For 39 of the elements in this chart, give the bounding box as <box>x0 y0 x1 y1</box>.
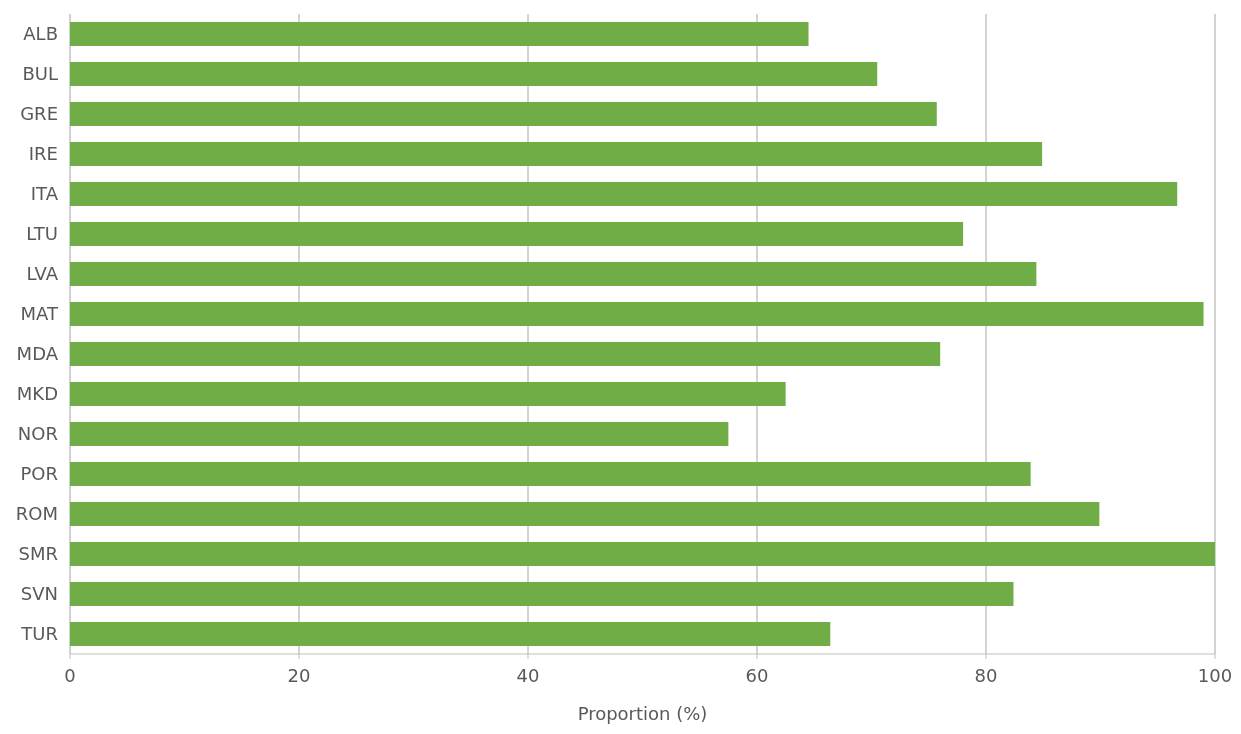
y-tick-label: ITA <box>30 183 59 205</box>
bar <box>70 22 809 46</box>
x-tick-label: 100 <box>1197 665 1233 686</box>
y-tick-label: MAT <box>20 303 59 325</box>
bar <box>70 622 831 646</box>
y-tick-label: MDA <box>16 343 59 365</box>
y-tick-label: GRE <box>20 103 58 125</box>
y-tick-label: NOR <box>17 423 58 445</box>
x-tick-label: 60 <box>745 665 769 686</box>
bar <box>70 142 1043 166</box>
y-tick-label: LVA <box>26 263 59 285</box>
bar <box>70 222 964 246</box>
bar <box>70 62 878 86</box>
y-tick-label: POR <box>20 463 58 485</box>
y-tick-label: ROM <box>15 503 58 525</box>
bar <box>70 262 1037 286</box>
y-tick-label: ALB <box>23 23 58 45</box>
bar <box>70 542 1215 566</box>
bar <box>70 502 1100 526</box>
bar <box>70 462 1031 486</box>
y-tick-label: TUR <box>20 623 58 645</box>
bar <box>70 582 1014 606</box>
y-tick-label: LTU <box>26 223 58 245</box>
x-axis-title: Proportion (%) <box>577 703 708 724</box>
y-tick-label: MKD <box>16 383 58 405</box>
x-tick-label: 40 <box>516 665 540 686</box>
y-tick-label: IRE <box>28 143 58 165</box>
bar <box>70 342 941 366</box>
bar <box>70 302 1204 326</box>
bar <box>70 422 729 446</box>
bar <box>70 382 786 406</box>
bar <box>70 102 937 126</box>
bar <box>70 182 1178 206</box>
x-tick-label: 0 <box>64 665 76 686</box>
y-tick-label: SMR <box>18 543 58 565</box>
x-tick-label: 20 <box>287 665 311 686</box>
y-tick-label: SVN <box>20 583 58 605</box>
y-tick-label: BUL <box>22 63 58 85</box>
x-tick-label: 80 <box>974 665 998 686</box>
